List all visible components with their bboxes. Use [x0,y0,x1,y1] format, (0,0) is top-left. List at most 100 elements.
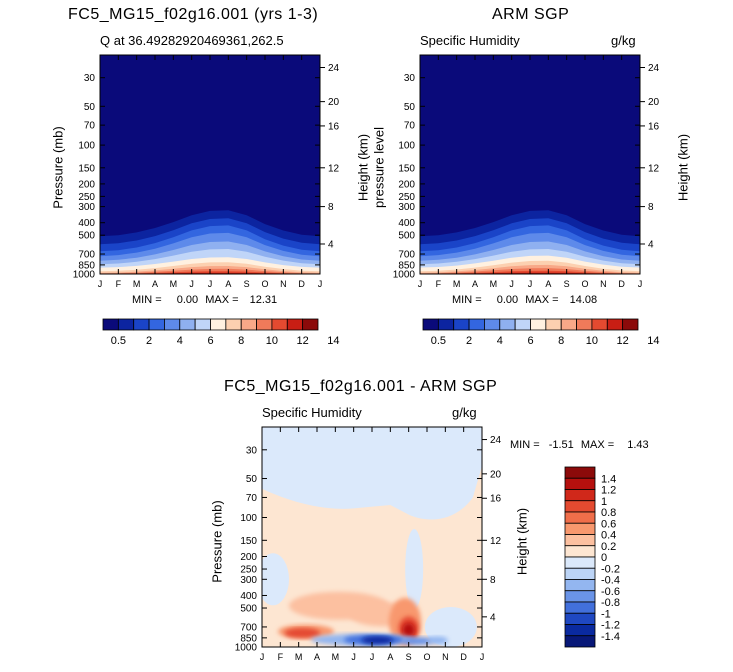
colorbar-label: -0.4 [601,575,620,587]
pressure-tick-label: 850 [78,260,95,271]
colorbar-box [148,318,165,331]
colorbar-label: 10 [586,335,598,347]
panel1-min-label: MIN = [132,294,162,306]
colorbar-box [179,318,196,331]
colorbar-box [564,556,596,569]
colorbar-label: 0 [601,552,607,564]
colorbar-box [564,511,596,524]
pressure-tick-label: 200 [240,552,257,563]
panel3-units: g/kg [452,405,477,420]
colorbar-label: 0.8 [601,507,616,519]
pressure-tick-label: 500 [398,231,415,242]
month-tick-label: N [600,279,607,289]
pressure-tick-label: 300 [240,575,257,586]
colorbar-box [256,318,273,331]
colorbar-box [564,567,596,580]
month-tick-label: M [170,279,178,289]
panel2-title: ARM SGP [492,6,570,23]
pressure-tick-label: 400 [240,591,257,602]
colorbar-box [210,318,227,331]
pressure-tick-label: 1000 [73,270,96,281]
panel1-title: FC5_MG15_f02g16.001 (yrs 1-3) [68,6,319,23]
month-tick-label: O [581,279,588,289]
pressure-tick-label: 30 [404,73,416,84]
month-tick-label: O [261,279,268,289]
colorbar-label: 14 [327,335,339,347]
colorbar-label: 10 [266,335,278,347]
panel3-minmax: MIN = -1.51 MAX = 1.43 [510,439,649,451]
colorbar-box [514,318,531,331]
colorbar-label: 1 [601,496,607,508]
height-tick-label: 20 [648,97,660,108]
colorbar-box [564,590,596,603]
panel3-max-value: 1.43 [627,439,649,451]
pressure-tick-label: 500 [240,604,257,615]
humidity-field [420,55,640,274]
height-tick-label: 16 [328,121,340,132]
month-tick-label: M [453,279,461,289]
colorbar-box [453,318,470,331]
month-tick-label: J [638,279,643,289]
colorbar-box [564,477,596,490]
panel3-min-value: -1.51 [548,439,574,451]
colorbar-label: 8 [238,335,244,347]
panel2-max-label: MAX = [525,294,559,306]
colorbar-box [564,624,596,637]
colorbar-box [499,318,516,331]
colorbar-box [302,318,319,331]
difference-field [262,427,482,647]
colorbar-label: -0.2 [601,563,620,575]
colorbar-box [564,579,596,592]
colorbar-box [606,318,624,331]
colorbar-box [564,489,596,502]
month-tick-label: D [298,279,305,289]
colorbar-box [271,318,288,331]
colorbar-box [564,534,596,547]
month-tick-label: J [189,279,194,289]
month-tick-label: F [278,652,284,662]
panel2-minmax: MIN = 0.00 MAX = 14.08 [452,294,597,306]
pressure-tick-label: 150 [78,163,95,174]
colorbar-box [164,318,181,331]
height-tick-label: 4 [648,239,654,250]
month-tick-label: F [436,279,442,289]
colorbar-box [622,318,639,331]
colorbar-difference: 1.41.210.80.60.40.20-0.2-0.4-0.6-0.8-1-1… [564,466,620,648]
height-tick-label: 24 [490,435,502,446]
month-tick-label: A [225,279,231,289]
pressure-tick-label: 850 [240,633,257,644]
colorbar-box [545,318,562,331]
pressure-tick-label: 50 [246,474,258,485]
pressure-tick-label: 400 [78,218,95,229]
pressure-tick-label: 700 [78,250,95,261]
colorbar-box [194,318,211,331]
panel2-units: g/kg [611,33,636,48]
height-tick-label: 4 [490,612,496,623]
month-tick-label: A [314,652,320,662]
pressure-tick-label: 50 [84,102,96,113]
month-tick-label: N [280,279,287,289]
month-tick-label: A [152,279,158,289]
month-tick-label: F [116,279,122,289]
colorbar-box [560,318,577,331]
colorbar-box [422,318,439,331]
colorbar-label: 0.4 [601,530,616,542]
colorbar-box [133,318,150,331]
panel3-subtitle: Specific Humidity [262,405,362,420]
colorbar-box [564,500,596,513]
pressure-tick-label: 1000 [393,270,416,281]
colorbar-label: 4 [497,335,503,347]
month-tick-label: J [351,652,356,662]
month-tick-label: A [387,652,393,662]
colorbar-humidity: 0.5 2 4 6 8 10 12 14 0.5 2 4 6 8 10 12 14 [102,318,659,347]
colorbar-label: -1 [601,608,611,620]
colorbar-label: 4 [177,335,183,347]
height-tick-label: 16 [648,121,660,132]
positive-blob [402,623,415,638]
weak-negative-patch [262,553,289,606]
plot-frame [99,54,321,275]
pressure-tick-label: 30 [246,445,258,456]
pressure-tick-label: 70 [404,121,416,132]
